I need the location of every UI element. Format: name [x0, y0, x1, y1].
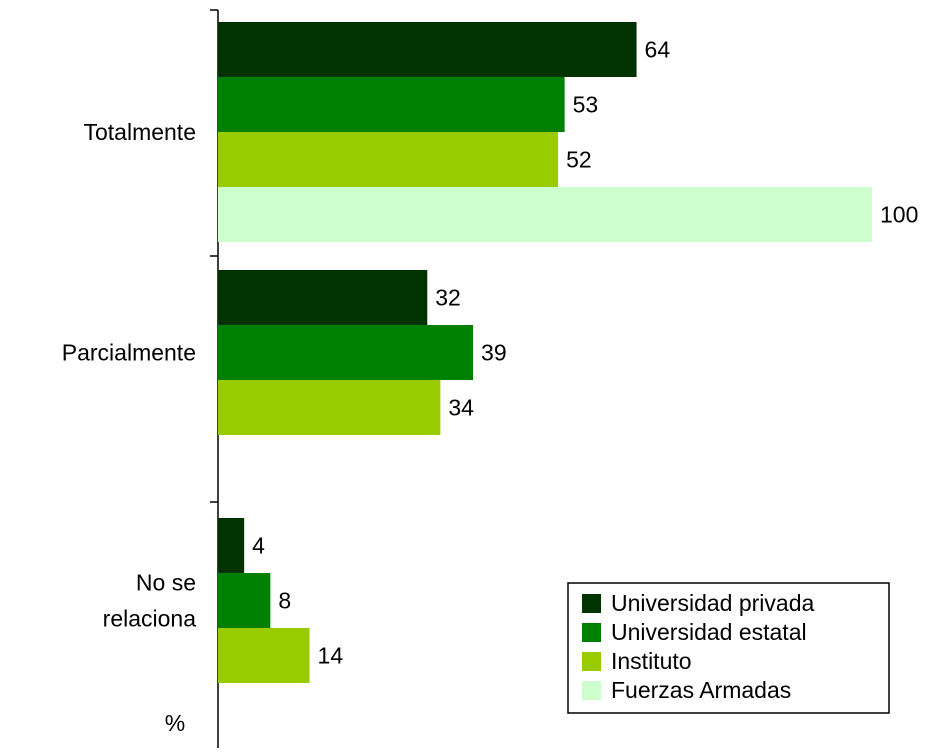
legend-swatch-1 — [582, 623, 601, 642]
legend-label-3: Fuerzas Armadas — [611, 677, 791, 703]
data-label-0-1: 32 — [435, 285, 461, 311]
bar-0-1 — [218, 270, 428, 325]
category-label-2-line-0: No se — [136, 570, 196, 596]
bar-1-2 — [218, 573, 271, 628]
axis-unit-label: % — [165, 710, 185, 736]
bar-1-0 — [218, 77, 565, 132]
bar-0-2 — [218, 518, 245, 573]
bar-2-2 — [218, 628, 310, 683]
legend-swatch-3 — [582, 681, 601, 700]
category-label-0: Totalmente — [83, 119, 196, 145]
data-label-2-2: 14 — [318, 643, 344, 669]
bar-2-0 — [218, 132, 559, 187]
data-label-0-2: 4 — [252, 533, 265, 559]
legend-swatch-0 — [582, 594, 601, 613]
category-label-2-line-1: relaciona — [103, 606, 197, 632]
bar-0-0 — [218, 22, 637, 77]
data-label-1-1: 39 — [481, 340, 507, 366]
bar-2-1 — [218, 380, 441, 435]
legend-box — [567, 582, 890, 714]
data-label-0-0: 64 — [645, 37, 671, 63]
legend-label-2: Instituto — [611, 648, 692, 674]
bar-3-0 — [218, 187, 872, 242]
data-label-2-1: 34 — [448, 395, 474, 421]
legend-label-0: Universidad privada — [611, 590, 814, 616]
bar-1-1 — [218, 325, 474, 380]
legend-swatch-2 — [582, 652, 601, 671]
data-label-2-0: 52 — [566, 147, 592, 173]
category-label-1: Parcialmente — [62, 340, 196, 366]
data-label-1-0: 53 — [573, 92, 599, 118]
legend-label-1: Universidad estatal — [611, 619, 807, 645]
data-label-1-2: 8 — [278, 588, 291, 614]
data-label-3-0: 100 — [880, 202, 918, 228]
